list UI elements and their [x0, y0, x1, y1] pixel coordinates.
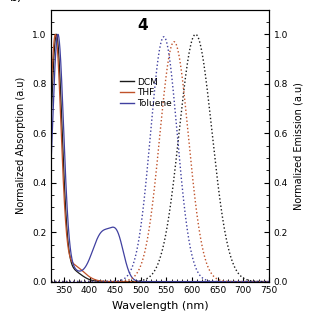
Y-axis label: Normalized Absorption (a.u): Normalized Absorption (a.u) [16, 77, 27, 214]
Y-axis label: Normalized Emission (a.u): Normalized Emission (a.u) [293, 82, 304, 210]
Text: b): b) [10, 0, 22, 4]
Legend: DCM, THF, Toluene: DCM, THF, Toluene [117, 74, 176, 112]
Text: 4: 4 [137, 18, 148, 33]
X-axis label: Wavelength (nm): Wavelength (nm) [112, 301, 208, 311]
